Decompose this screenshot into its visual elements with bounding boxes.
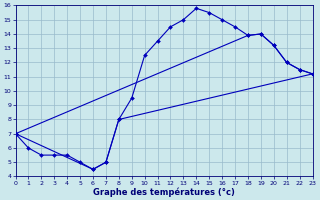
X-axis label: Graphe des températures (°c): Graphe des températures (°c) (93, 187, 235, 197)
